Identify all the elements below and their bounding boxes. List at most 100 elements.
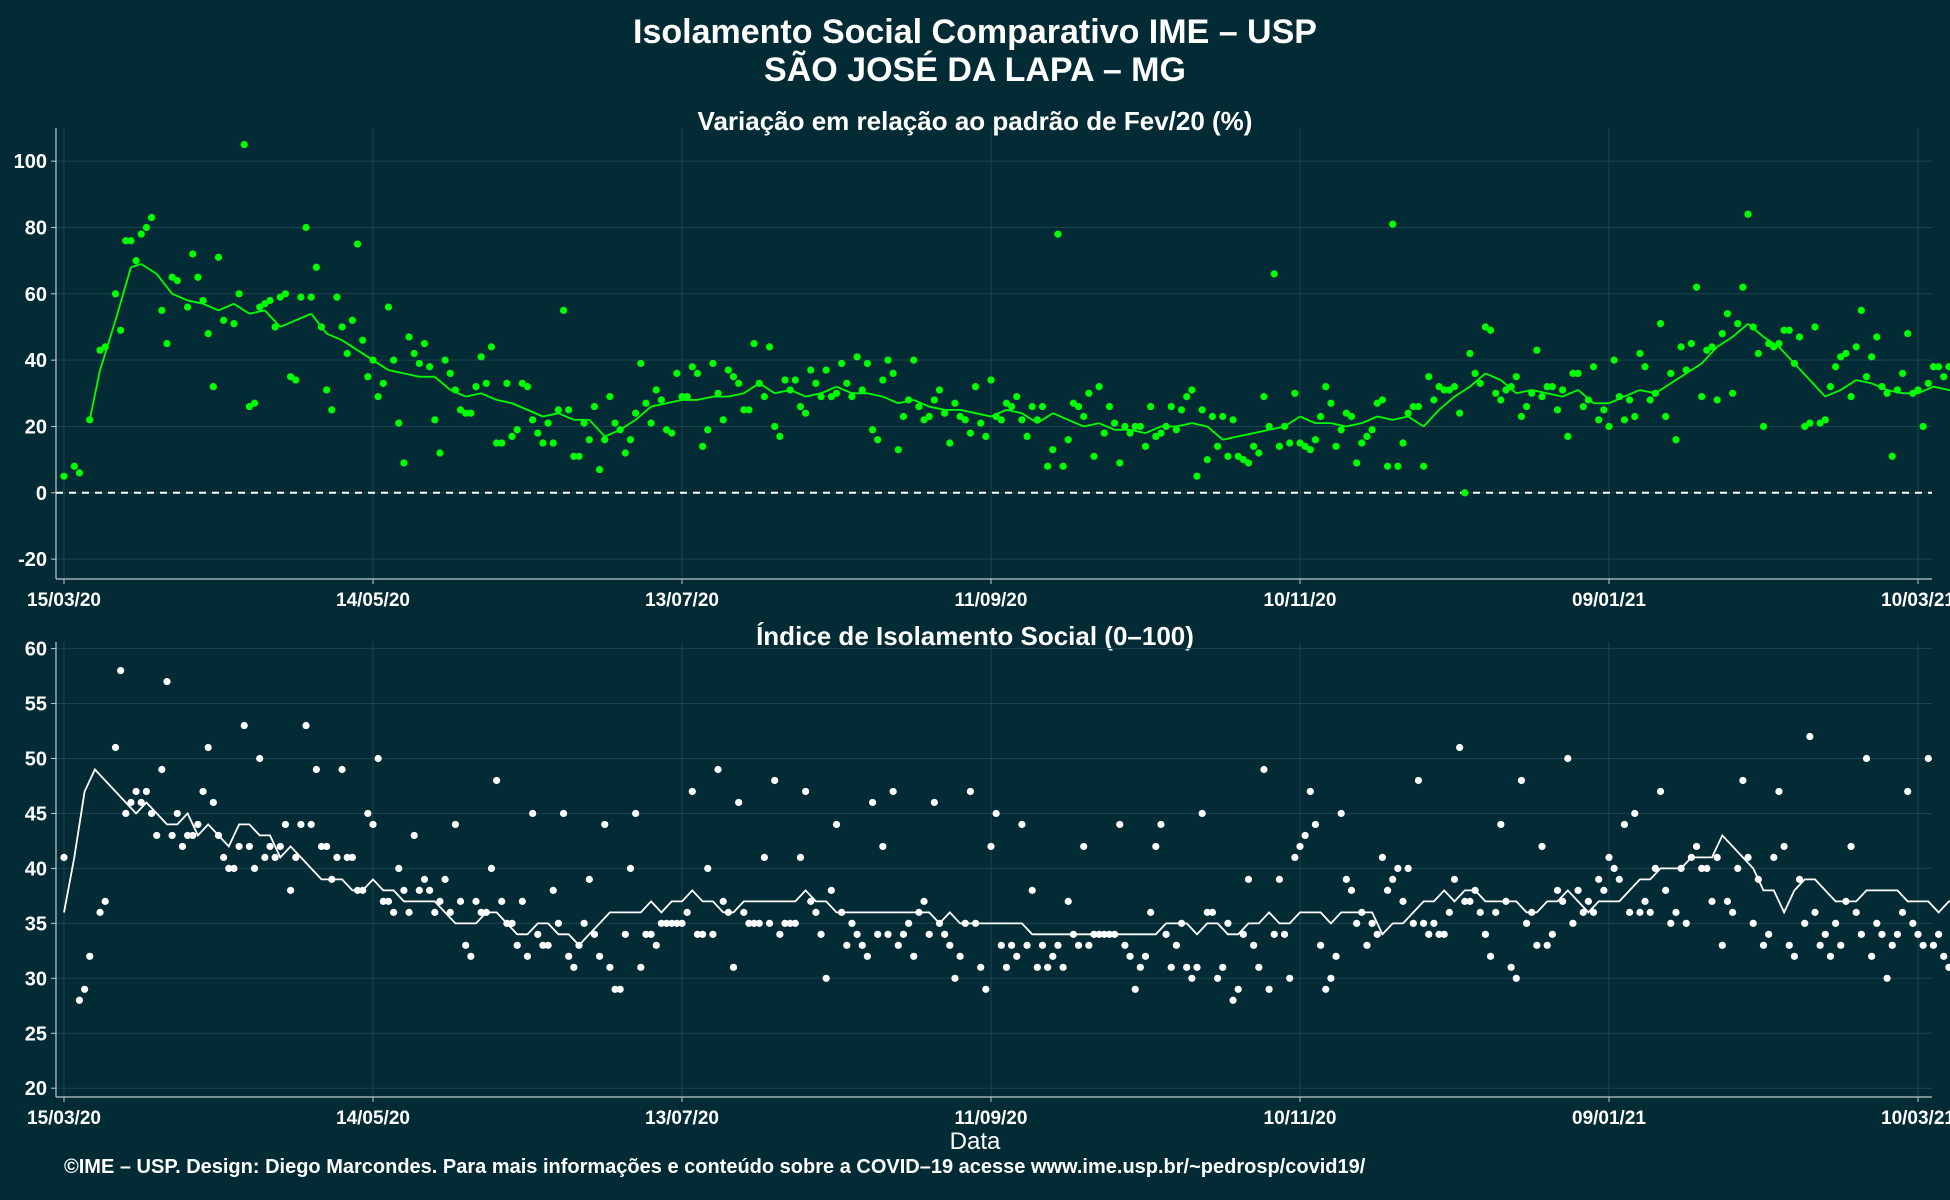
trend-line-segment — [728, 392, 744, 398]
data-point — [946, 941, 954, 949]
data-point — [132, 257, 140, 265]
data-point — [565, 952, 573, 960]
data-point — [559, 809, 568, 818]
data-point — [544, 941, 552, 949]
data-point — [302, 223, 310, 232]
data-point — [1775, 787, 1783, 796]
data-point — [1183, 393, 1191, 401]
data-point — [477, 908, 485, 916]
data-point — [1121, 941, 1129, 949]
data-point — [194, 273, 202, 281]
data-point — [1322, 985, 1330, 993]
trend-line-segment — [202, 302, 219, 312]
data-point — [1667, 919, 1675, 927]
data-point — [235, 290, 243, 298]
data-point — [1394, 462, 1402, 470]
data-point — [240, 140, 248, 149]
data-point — [1002, 963, 1011, 971]
trend-line-segment — [805, 392, 822, 398]
data-point — [704, 426, 712, 434]
data-point — [997, 941, 1005, 949]
data-point — [1440, 386, 1448, 394]
data-point — [745, 406, 753, 414]
data-point — [1589, 908, 1598, 916]
data-point — [1280, 930, 1289, 938]
data-point — [1219, 963, 1227, 971]
data-point — [704, 864, 712, 873]
data-point — [1389, 875, 1397, 883]
data-point — [487, 864, 496, 873]
data-point — [1203, 908, 1211, 916]
data-point — [513, 941, 521, 949]
trend-line-segment — [279, 319, 297, 328]
data-point — [1440, 930, 1448, 938]
data-point — [1729, 908, 1737, 916]
data-point — [1832, 919, 1840, 927]
data-point — [436, 449, 444, 457]
trend-line-segment — [1129, 428, 1146, 434]
data-point — [209, 383, 217, 391]
data-point — [60, 472, 68, 480]
data-point — [142, 787, 150, 796]
data-point — [518, 379, 526, 387]
data-point — [420, 875, 429, 883]
trend-line-segment — [480, 392, 497, 401]
page-title: Isolamento Social Comparativo IME – USP — [633, 13, 1317, 51]
y-tick-label: 35 — [25, 913, 47, 935]
trend-line-segment — [1346, 422, 1362, 428]
data-point — [1074, 941, 1083, 949]
data-point — [1821, 930, 1829, 938]
data-point — [163, 677, 171, 686]
data-point — [791, 919, 799, 927]
data-point — [1790, 952, 1798, 960]
data-point — [1574, 369, 1582, 377]
data-point — [1404, 409, 1412, 417]
chart-title: Índice de Isolamento Social (0–100) — [756, 621, 1194, 651]
data-point — [755, 379, 763, 387]
data-point — [1080, 412, 1088, 421]
data-point — [1033, 416, 1041, 424]
data-point — [580, 919, 588, 927]
data-point — [1069, 930, 1077, 938]
data-point — [771, 776, 779, 785]
data-point — [724, 366, 732, 374]
data-point — [1311, 436, 1320, 444]
x-axis-title: Data — [950, 1128, 1001, 1155]
data-point — [1430, 396, 1438, 404]
data-point — [276, 842, 284, 851]
data-point — [549, 439, 557, 447]
data-point — [1811, 323, 1819, 331]
x-tick-label: 13/07/20 — [645, 590, 719, 611]
data-point — [559, 306, 568, 314]
data-point — [1049, 952, 1057, 960]
data-point — [1492, 908, 1500, 916]
data-point — [523, 383, 532, 391]
data-point — [261, 853, 269, 862]
data-point — [1656, 787, 1665, 796]
data-point — [1456, 743, 1464, 752]
data-point — [441, 356, 449, 364]
data-point — [735, 379, 743, 387]
data-point — [1126, 429, 1134, 437]
data-point — [1898, 369, 1907, 377]
data-point — [611, 985, 619, 993]
data-point — [1286, 974, 1294, 982]
data-point — [364, 809, 372, 818]
data-point — [858, 386, 866, 394]
trend-line-segment — [820, 385, 837, 395]
data-point — [1909, 919, 1917, 927]
data-point — [868, 798, 877, 807]
data-point — [668, 919, 676, 927]
data-point — [1085, 389, 1093, 397]
data-point — [1821, 416, 1829, 424]
data-point — [1641, 363, 1649, 371]
data-point — [1126, 952, 1134, 960]
data-point — [1672, 436, 1680, 444]
data-point — [498, 439, 506, 447]
data-point — [1517, 412, 1526, 421]
data-point — [1177, 919, 1186, 927]
data-point — [348, 853, 356, 862]
data-point — [1543, 383, 1551, 391]
data-point — [827, 393, 835, 401]
x-tick-label: 15/03/20 — [27, 1108, 101, 1129]
